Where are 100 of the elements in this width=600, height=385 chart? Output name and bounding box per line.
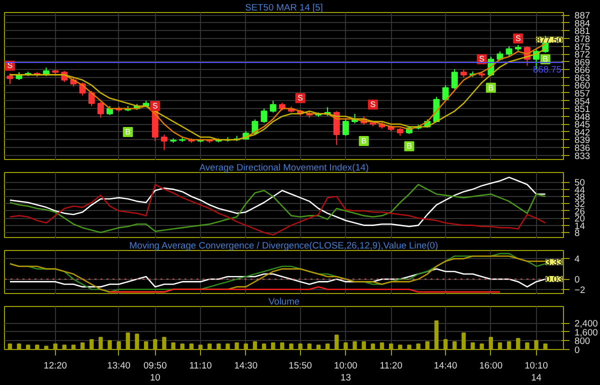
bar: [516, 338, 520, 350]
bar: [8, 343, 12, 350]
data-label: S: [370, 100, 376, 110]
candlestick: [88, 90, 95, 106]
candlestick: [6, 73, 14, 84]
annotation: 0.03: [546, 274, 563, 284]
bar: [262, 343, 266, 350]
candlestick: [442, 84, 449, 102]
bar: [506, 341, 512, 350]
y-tick-label: 857: [574, 88, 590, 98]
bar: [334, 334, 339, 350]
bar: [398, 344, 402, 350]
y-tick-label: 2,400: [574, 318, 598, 329]
y-tick-label: 839: [574, 135, 590, 146]
data-label: B: [488, 83, 494, 92]
candlestick: [160, 134, 168, 151]
chart-title: Average Directional Movement Index(14): [199, 162, 369, 172]
data-label: B: [542, 54, 548, 64]
candlestick: [106, 105, 113, 116]
y-tick-label: 836: [574, 143, 590, 154]
bar: [226, 343, 230, 350]
bar: [180, 343, 184, 350]
bar: [452, 341, 457, 350]
chart-title: Volume: [268, 296, 300, 306]
bar: [271, 342, 276, 350]
x-tick-label: 14:40: [434, 360, 458, 370]
bar: [325, 343, 330, 350]
data-label: B: [406, 142, 412, 151]
candlestick: [506, 46, 512, 57]
bar: [26, 344, 30, 350]
bar: [98, 336, 103, 350]
x-tick-label: 10:00 13: [334, 360, 358, 382]
annotation: 877.50: [536, 34, 563, 45]
bar: [289, 343, 294, 350]
bar: [126, 332, 130, 350]
y-tick-label: 872: [574, 50, 590, 60]
y-tick-label: 0: [574, 345, 580, 355]
bar: [16, 343, 22, 350]
bar: [35, 344, 40, 350]
y-tick-label: 851: [574, 104, 590, 114]
bar: [216, 343, 221, 350]
y-tick-label: 875: [574, 42, 590, 52]
y-tick-label: 878: [574, 34, 590, 44]
bar: [380, 342, 384, 350]
bar: [407, 344, 412, 350]
y-tick-label: 38: [574, 192, 585, 202]
y-tick-label: 848: [574, 112, 590, 122]
bar: [425, 341, 430, 350]
bar: [134, 334, 140, 350]
x-tick-label: 15:50: [288, 360, 312, 370]
candlestick: [97, 102, 104, 118]
bar: [144, 341, 148, 350]
x-tick-label: 11:10: [189, 360, 212, 370]
bar: [498, 342, 502, 350]
candlestick: [451, 68, 458, 90]
bar: [434, 320, 439, 350]
y-tick-label: 869: [574, 57, 590, 68]
y-tick-label: 881: [574, 26, 590, 36]
data-label: B: [125, 127, 131, 136]
ref-line-label: 868.75: [532, 64, 562, 74]
bar: [307, 343, 312, 350]
bar: [208, 343, 212, 350]
candlestick: [260, 108, 268, 124]
y-tick-label: 0: [574, 274, 580, 285]
data-label: B: [361, 136, 367, 146]
bar: [362, 341, 366, 350]
y-tick-label: 4: [574, 254, 580, 264]
bar: [525, 342, 530, 350]
chart-title: SET50 MAR 14 [5]: [245, 2, 323, 12]
y-tick-label: 866: [574, 65, 590, 76]
x-tick-label: 11:20: [380, 360, 402, 370]
data-label: S: [298, 94, 304, 103]
bar: [108, 340, 112, 350]
y-tick-label: 800: [574, 336, 590, 346]
x-tick-label: 12:20: [44, 360, 67, 370]
y-tick-label: 860: [574, 80, 590, 91]
data-label: S: [152, 101, 158, 110]
bar: [543, 343, 548, 350]
bar: [90, 339, 94, 350]
y-tick-label: 1,600: [574, 327, 598, 338]
bar: [280, 342, 284, 350]
bar: [316, 344, 321, 350]
x-tick-label: 14:30: [234, 360, 258, 370]
bar: [416, 343, 420, 350]
data-label: S: [479, 54, 485, 64]
y-tick-label: 884: [574, 18, 590, 28]
x-tick-label: 10:10 14: [524, 360, 548, 382]
y-tick-label: 854: [574, 96, 590, 106]
bar: [462, 332, 466, 350]
candlestick: [342, 118, 349, 136]
y-tick-label: 887: [574, 10, 590, 21]
y-tick-label: 833: [574, 150, 590, 161]
bar: [171, 342, 176, 350]
x-tick-label: 16:00: [479, 360, 503, 370]
y-tick-label: −2: [574, 284, 586, 295]
chart-title: Moving Average Convergence / Divergence(CLOSE,26,12,9),Value Line(0): [129, 240, 438, 250]
bar: [44, 346, 48, 350]
bar: [370, 343, 376, 350]
annotation: 3.33: [546, 257, 563, 268]
y-tick-label: 842: [574, 127, 590, 138]
